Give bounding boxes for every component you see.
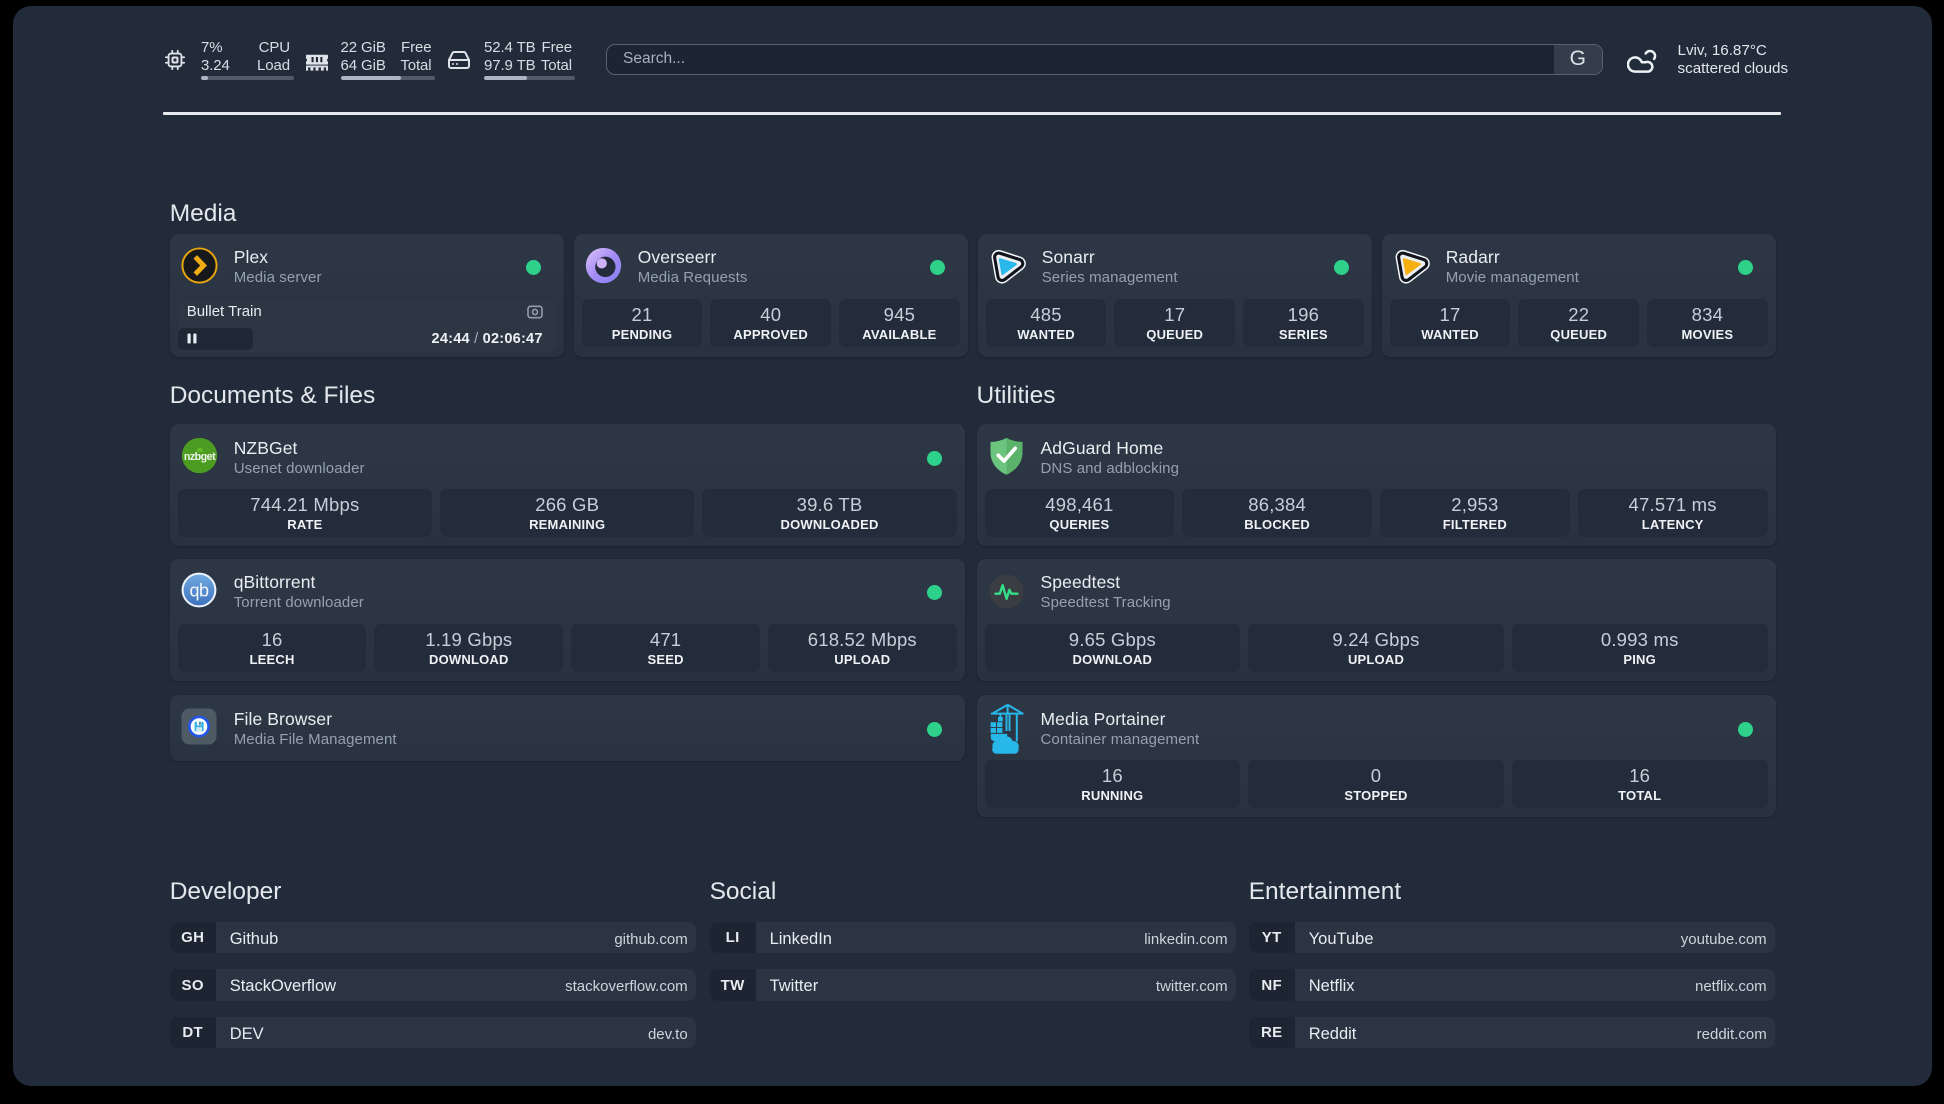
svg-text:qb: qb [189,580,209,600]
svg-text:nzbget: nzbget [184,451,216,463]
